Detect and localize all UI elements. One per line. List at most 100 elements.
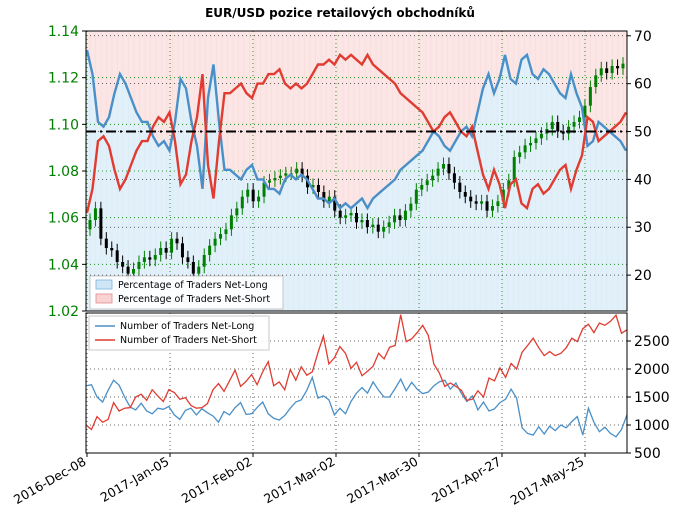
long-fill-column xyxy=(287,174,294,311)
long-fill-column xyxy=(177,78,184,311)
short-fill-column xyxy=(166,31,173,151)
short-fill-column xyxy=(535,31,542,79)
candle-body xyxy=(170,238,174,253)
short-fill-column xyxy=(425,31,432,142)
candle-body xyxy=(240,196,244,209)
candle-body xyxy=(202,255,206,267)
candle-body xyxy=(99,208,103,239)
candle-body xyxy=(420,185,424,190)
short-fill-column xyxy=(485,31,492,75)
short-fill-column xyxy=(139,31,146,122)
candle-body xyxy=(278,175,282,178)
long-fill-column xyxy=(150,136,157,311)
candle-body xyxy=(414,189,418,204)
short-fill-column xyxy=(337,31,344,209)
candle-body xyxy=(474,201,478,204)
long-fill-column xyxy=(249,165,256,311)
chart-title: EUR/USD pozice retailových obchodníků xyxy=(205,6,475,20)
long-fill-column xyxy=(304,179,311,311)
long-fill-column xyxy=(95,121,102,311)
long-fill-column xyxy=(238,179,245,311)
long-fill-column xyxy=(507,78,514,311)
long-fill-column xyxy=(298,174,305,311)
candle-body xyxy=(371,224,375,227)
long-fill-column xyxy=(469,136,476,311)
short-fill-column xyxy=(177,31,184,79)
short-fill-column xyxy=(210,31,217,65)
legend-swatch-short xyxy=(95,293,113,304)
candle-body xyxy=(327,196,331,202)
candle-body xyxy=(436,168,440,176)
candle-body xyxy=(594,75,598,87)
short-fill-column xyxy=(227,31,234,170)
candle-body xyxy=(295,168,299,174)
long-fill-column xyxy=(337,208,344,311)
candle-body xyxy=(409,203,413,211)
candle-body xyxy=(501,189,505,202)
long-fill-column xyxy=(485,74,492,311)
long-fill-column xyxy=(122,83,129,311)
net-long-count-line xyxy=(86,375,627,438)
long-fill-column xyxy=(315,198,322,311)
candle-body xyxy=(142,257,146,262)
count-tick-label: 1000 xyxy=(634,418,670,434)
short-fill-column xyxy=(150,31,157,137)
candle-body xyxy=(398,215,402,220)
candle-body xyxy=(539,133,543,139)
short-fill-column xyxy=(232,31,239,175)
left-tick-label: 1.14 xyxy=(48,24,79,40)
short-fill-column xyxy=(161,31,168,142)
candle-body xyxy=(344,215,348,218)
long-fill-column xyxy=(117,74,124,311)
long-fill-column xyxy=(155,145,162,311)
short-fill-column xyxy=(342,31,349,204)
left-tick-label: 1.04 xyxy=(48,257,79,273)
candle-body xyxy=(523,145,527,153)
candle-body xyxy=(224,229,228,234)
short-fill-column xyxy=(282,31,289,180)
candle-body xyxy=(93,208,97,220)
long-fill-column xyxy=(573,93,580,311)
short-fill-column xyxy=(408,31,415,161)
short-fill-column xyxy=(89,31,96,75)
count-tick-label: 2500 xyxy=(634,334,670,350)
short-fill-column xyxy=(298,31,305,175)
long-fill-column xyxy=(408,160,415,311)
candle-body xyxy=(425,180,429,185)
short-fill-column xyxy=(359,31,366,199)
candle-body xyxy=(262,182,266,197)
short-fill-column xyxy=(491,31,498,94)
right-tick-label: 50 xyxy=(634,125,652,141)
candle-body xyxy=(104,238,108,248)
price-candles xyxy=(88,57,625,281)
long-fill-column xyxy=(375,193,382,311)
long-fill-column xyxy=(540,69,547,311)
candle-body xyxy=(267,180,271,183)
candle-body xyxy=(88,220,92,230)
candle-body xyxy=(273,178,277,181)
short-fill-column xyxy=(502,31,509,55)
candle-body xyxy=(186,257,190,262)
long-fill-column xyxy=(370,198,377,311)
short-fill-column xyxy=(414,31,421,156)
short-fill-column xyxy=(518,31,525,60)
short-fill-column xyxy=(265,31,272,189)
candle-body xyxy=(333,196,337,211)
short-fill-column xyxy=(540,31,547,70)
net-short-pct-line xyxy=(86,52,627,214)
long-fill-column xyxy=(392,179,399,311)
candle-body xyxy=(605,68,609,73)
long-fill-column xyxy=(161,141,168,311)
top-gridlines xyxy=(86,30,627,312)
long-fill-column xyxy=(106,117,113,311)
long-fill-column xyxy=(348,208,355,311)
pct-lines xyxy=(86,49,627,214)
candle-body xyxy=(121,262,125,267)
left-tick-label: 1.06 xyxy=(48,211,79,227)
short-fill-column xyxy=(117,31,124,75)
short-fill-column xyxy=(95,31,102,122)
long-fill-column xyxy=(562,98,569,311)
candle-body xyxy=(164,248,168,253)
long-fill-column xyxy=(480,88,487,311)
